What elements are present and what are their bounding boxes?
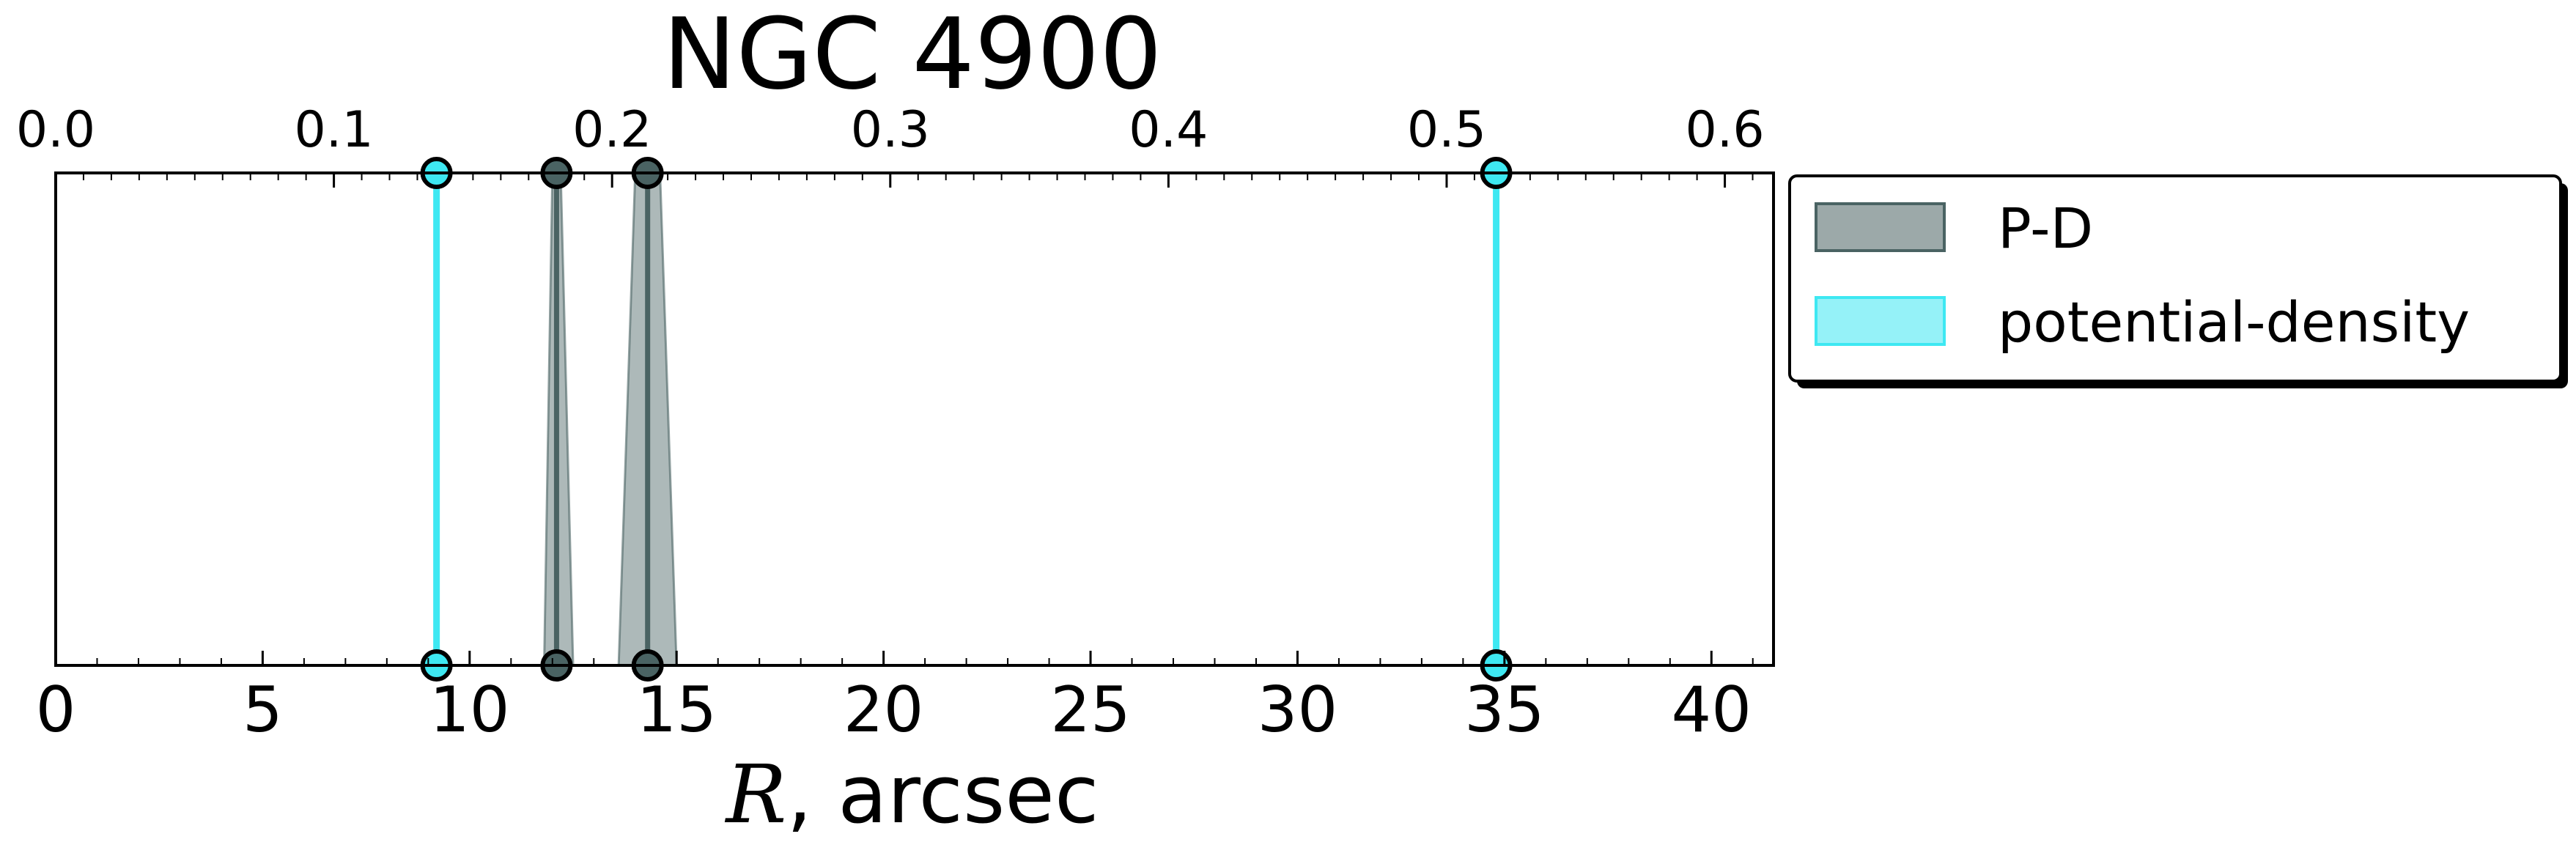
top-tick-label-6: 0.6 — [1685, 101, 1764, 159]
top-tick-label-5: 0.5 — [1407, 101, 1486, 159]
legend-box — [1788, 174, 2562, 383]
bottom-tick-label-1: 5 — [243, 673, 283, 747]
top-tick-label-1: 0.1 — [295, 101, 374, 159]
top-tick-label-4: 0.4 — [1129, 101, 1208, 159]
bottom-axis: 0 5 10 15 20 25 30 35 40 — [36, 651, 1754, 747]
x-axis-label-symbol: R — [725, 747, 787, 841]
top-tick-label-3: 0.3 — [851, 101, 930, 159]
plot-frame — [54, 171, 1775, 667]
plot-marks — [420, 157, 1513, 682]
top-tick-label-0: 0.0 — [16, 101, 95, 159]
legend-label-potential-density: potential-density — [1998, 289, 2470, 355]
bottom-tick-label-5: 25 — [1050, 673, 1130, 747]
x-axis-label-text: , arcsec — [786, 747, 1099, 841]
legend-label-pd: P-D — [1998, 196, 2093, 261]
x-axis-label: R, arcsec — [725, 747, 1099, 841]
bottom-tick-label-2: 10 — [429, 673, 509, 747]
bottom-tick-label-4: 20 — [844, 673, 923, 747]
legend-swatch-pd — [1815, 202, 1946, 252]
bottom-tick-label-8: 40 — [1672, 673, 1752, 747]
bottom-tick-label-0: 0 — [36, 673, 76, 747]
top-tick-label-2: 0.2 — [572, 101, 652, 159]
bottom-tick-label-6: 30 — [1258, 673, 1337, 747]
legend-swatch-potential-density — [1815, 296, 1946, 346]
legend: P-D potential-density — [1788, 174, 2568, 388]
bottom-tick-label-3: 15 — [637, 673, 717, 747]
chart-title: NGC 4900 — [663, 0, 1162, 111]
top-axis: 0.0 0.1 0.2 0.3 0.4 0.5 0.6 — [16, 101, 1765, 188]
bottom-tick-label-7: 35 — [1464, 673, 1544, 747]
